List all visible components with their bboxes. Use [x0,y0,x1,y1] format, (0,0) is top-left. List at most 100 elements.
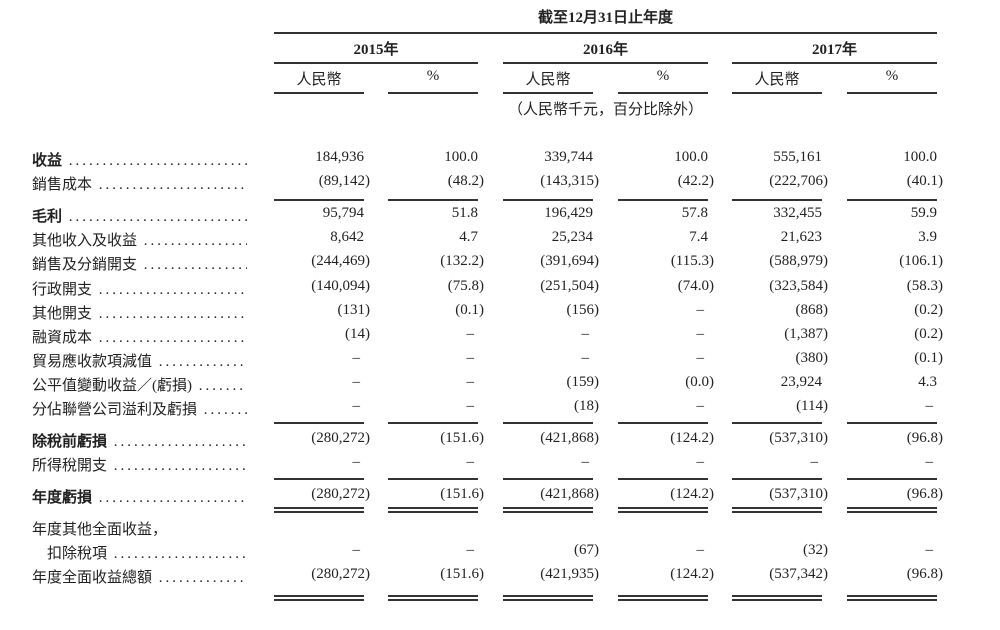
cell-value: – [925,398,934,414]
cell-value: (96.8) [906,486,943,502]
cell-value: – [581,454,590,470]
divider [274,92,364,94]
row-label-text: 年度虧損 [32,490,93,506]
cell-value: (96.8) [906,566,943,582]
cell-value: 25,234 [551,229,593,245]
cell-value: (74.0) [677,278,714,294]
cell-value: (132.2) [440,253,484,269]
row-label: 分佔聯營公司溢利及虧損 ............................… [32,398,247,419]
cell-value: (140,094) [311,278,370,294]
cell-value: (0.2) [914,326,943,342]
divider [388,478,478,480]
cell-value: (42.2) [677,173,714,189]
leader-dots: .............................. [158,570,247,586]
cell-value: 23,924 [780,374,822,390]
divider [618,511,708,513]
row-label: 年度其他全面收益， [32,518,247,539]
row-label-text: 除稅前虧損 [32,434,108,450]
cell-value: (151.6) [440,486,484,502]
cell-value: (115.3) [670,253,714,269]
leader-dots: .............................. [98,306,247,322]
cell-value: 100.0 [903,149,937,165]
divider [618,92,708,94]
cell-value: (380) [795,350,829,366]
divider [618,507,708,509]
divider [732,62,937,64]
cell-value: 339,744 [544,149,593,165]
cell-value: (58.3) [906,278,943,294]
leader-dots: .............................. [198,378,247,394]
cell-value: 332,455 [773,205,822,221]
cell-value: – [352,350,361,366]
divider [274,62,478,64]
divider [274,199,364,201]
cell-value: – [466,398,475,414]
row-label: 銷售及分銷開支 .............................. [32,253,247,274]
row-label-text: 年度其他全面收益， [32,522,168,538]
cell-value: 51.8 [451,205,478,221]
year-2015: 2015年 [353,42,399,58]
row-label-text: 貿易應收款項減值 [32,354,153,370]
cell-value: 184,936 [315,149,364,165]
year-2016: 2016年 [582,42,628,58]
unit-note: （人民幣千元，百分比除外） [507,102,703,118]
row-label: 公平值變動收益／(虧損) ...........................… [32,374,247,395]
divider [732,599,822,601]
cell-value: – [352,454,361,470]
divider [388,422,478,424]
row-label-text: 銷售成本 [32,177,93,193]
leader-dots: .............................. [203,402,247,418]
cell-value: – [352,398,361,414]
cell-value: (280,272) [311,566,370,582]
divider [274,478,364,480]
row-label: 收益 .............................. [32,149,247,170]
cell-value: – [466,542,475,558]
cell-value: (106.1) [899,253,943,269]
cell-value: (143,315) [540,173,599,189]
leader-dots: .............................. [98,282,247,298]
cell-value: – [696,398,705,414]
divider [618,478,708,480]
leader-dots: .............................. [98,490,247,506]
cell-value: 4.7 [459,229,478,245]
cell-value: 100.0 [444,149,478,165]
divider [847,478,937,480]
cell-value: 59.9 [910,205,937,221]
divider [618,199,708,201]
cell-value: 3.9 [918,229,937,245]
row-label-text: 收益 [32,153,63,169]
cell-value: (1,387) [784,326,828,342]
cell-value: (151.6) [440,430,484,446]
row-label: 貿易應收款項減值 .............................. [32,350,247,371]
cell-value: (124.2) [670,486,714,502]
divider [388,511,478,513]
cell-value: – [581,326,590,342]
cell-value: 95,794 [322,205,364,221]
column-subhead: 人民幣 [296,72,342,88]
column-subhead: % [656,68,670,84]
cell-value: – [581,350,590,366]
cell-value: – [925,454,934,470]
row-label-text: 其他開支 [32,306,93,322]
year-2017: 2017年 [811,42,857,58]
cell-value: 57.8 [681,205,708,221]
divider [847,599,937,601]
divider [274,422,364,424]
cell-value: – [696,326,705,342]
row-label-text: 銷售及分銷開支 [32,257,138,273]
divider [503,595,593,597]
period-heading: 截至12月31日止年度 [537,10,673,26]
divider [732,199,822,201]
cell-value: (151.6) [440,566,484,582]
cell-value: (14) [345,326,370,342]
row-label-text: 所得稅開支 [32,458,108,474]
divider [732,595,822,597]
leader-dots: .............................. [113,546,247,562]
divider [274,599,364,601]
divider [732,478,822,480]
divider [732,507,822,509]
row-label: 行政開支 .............................. [32,278,247,299]
divider [503,199,593,201]
cell-value: (421,868) [540,486,599,502]
